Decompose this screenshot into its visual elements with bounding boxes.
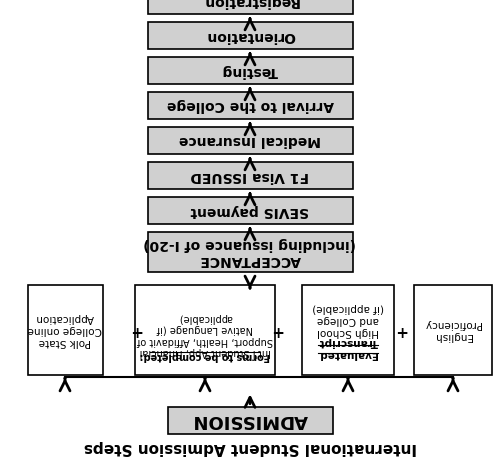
Text: Forms to be completed:: Forms to be completed:	[140, 351, 270, 361]
Text: Polk State
College online
Application: Polk State College online Application	[28, 313, 102, 347]
Text: Evaluated
Transcript: Evaluated Transcript	[318, 337, 378, 359]
Text: +: +	[394, 323, 407, 337]
Text: Int'l Student App, Financial
Support, Health, Affidavit of
Native Language (if
a: Int'l Student App, Financial Support, He…	[137, 313, 273, 358]
Text: Arrival to the College: Arrival to the College	[166, 99, 334, 112]
Bar	[148, 197, 352, 224]
Text: English
Proficiency: English Proficiency	[424, 319, 482, 341]
Text: Registration: Registration	[202, 0, 298, 7]
Text: Medical Insurance: Medical Insurance	[179, 134, 321, 147]
Bar	[302, 285, 394, 375]
Bar	[168, 407, 332, 433]
Bar	[148, 57, 352, 84]
Text: F1 Visa ISSUED: F1 Visa ISSUED	[190, 168, 310, 183]
Text: SEVIS payment: SEVIS payment	[190, 203, 310, 218]
Bar	[135, 285, 275, 375]
Bar	[148, 232, 352, 272]
Text: International Student Admission Steps: International Student Admission Steps	[84, 440, 416, 454]
Bar	[414, 285, 492, 375]
Bar	[28, 285, 102, 375]
Text: +: +	[270, 323, 283, 337]
Text: Testing: Testing	[222, 63, 278, 78]
Text: ACCEPTANCE
(including issuance of I-20): ACCEPTANCE (including issuance of I-20)	[144, 237, 356, 267]
Text: +: +	[128, 323, 141, 337]
Text: ADMISSION: ADMISSION	[192, 411, 308, 429]
Bar	[148, 127, 352, 154]
Text: Orientation: Orientation	[205, 28, 295, 43]
Bar	[148, 0, 352, 14]
Text: High School
and College
(if applicable): High School and College (if applicable)	[312, 303, 384, 336]
Bar	[148, 22, 352, 49]
Bar	[148, 92, 352, 119]
Bar	[148, 162, 352, 189]
